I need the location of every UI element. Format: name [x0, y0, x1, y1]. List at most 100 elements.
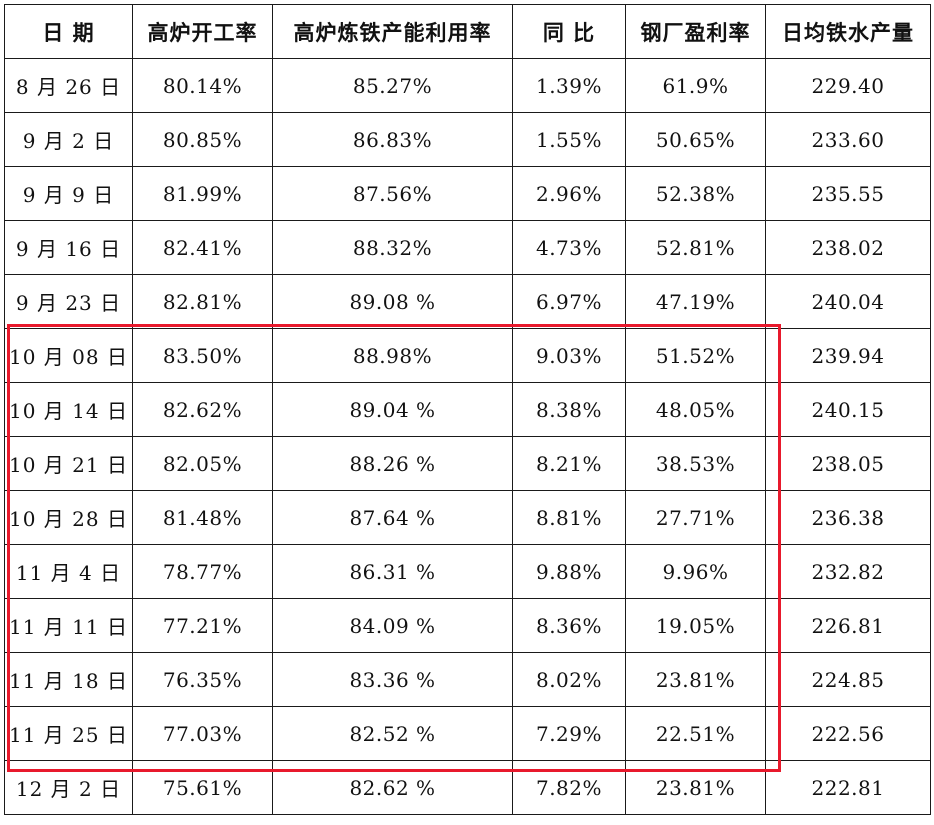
- capacity-utilization-cell: 85.27%: [272, 58, 513, 113]
- header-capacity-utilization: 高炉炼铁产能利用率: [272, 4, 513, 59]
- daily-hot-metal-cell: 238.02: [765, 220, 931, 275]
- bf-operating-rate-cell: 81.99%: [132, 166, 273, 221]
- table-row: 12 月 2 日 75.61% 82.62 % 7.82% 23.81% 222.81: [4, 760, 931, 815]
- steel-profit-rate-cell: 27.71%: [625, 490, 766, 545]
- header-date: 日 期: [4, 4, 133, 59]
- date-cell: 10 月 08 日: [4, 328, 133, 383]
- daily-hot-metal-cell: 222.56: [765, 706, 931, 761]
- steel-profit-rate-cell: 52.81%: [625, 220, 766, 275]
- bf-operating-rate-cell: 82.05%: [132, 436, 273, 491]
- date-cell: 11 月 11 日: [4, 598, 133, 653]
- steel-profit-rate-cell: 52.38%: [625, 166, 766, 221]
- date-cell: 9 月 23 日: [4, 274, 133, 329]
- capacity-utilization-cell: 82.52 %: [272, 706, 513, 761]
- steel-profit-rate-cell: 50.65%: [625, 112, 766, 167]
- daily-hot-metal-cell: 240.04: [765, 274, 931, 329]
- table-row: 10 月 14 日 82.62% 89.04 % 8.38% 48.05% 240.15: [4, 382, 931, 437]
- table-row: 10 月 28 日 81.48% 87.64 % 8.81% 27.71% 236.38: [4, 490, 931, 545]
- bf-operating-rate-cell: 76.35%: [132, 652, 273, 707]
- capacity-utilization-cell: 88.32%: [272, 220, 513, 275]
- capacity-utilization-cell: 82.62 %: [272, 760, 513, 815]
- date-cell: 10 月 14 日: [4, 382, 133, 437]
- table-header: 日 期 高炉开工率 高炉炼铁产能利用率 同 比 钢厂盈利率 日均铁水产量: [4, 4, 931, 59]
- table-body: 8 月 26 日 80.14% 85.27% 1.39% 61.9% 229.40 9 月 …: [4, 58, 931, 815]
- bf-operating-rate-cell: 77.21%: [132, 598, 273, 653]
- daily-hot-metal-cell: 232.82: [765, 544, 931, 599]
- header-row: 日 期 高炉开工率 高炉炼铁产能利用率 同 比 钢厂盈利率 日均铁水产量: [4, 4, 931, 59]
- table-row: 11 月 25 日 77.03% 82.52 % 7.29% 22.51% 222.56: [4, 706, 931, 761]
- yoy-cell: 9.03%: [512, 328, 626, 383]
- table-row: 8 月 26 日 80.14% 85.27% 1.39% 61.9% 229.40: [4, 58, 931, 113]
- table-row: 9 月 16 日 82.41% 88.32% 4.73% 52.81% 238.02: [4, 220, 931, 275]
- table-row: 11 月 18 日 76.35% 83.36 % 8.02% 23.81% 224.85: [4, 652, 931, 707]
- daily-hot-metal-cell: 222.81: [765, 760, 931, 815]
- date-cell: 12 月 2 日: [4, 760, 133, 815]
- table-row: 11 月 4 日 78.77% 86.31 % 9.88% 9.96% 232.82: [4, 544, 931, 599]
- yoy-cell: 8.02%: [512, 652, 626, 707]
- header-steel-profit-rate: 钢厂盈利率: [625, 4, 766, 59]
- steel-profit-rate-cell: 61.9%: [625, 58, 766, 113]
- table-row: 10 月 08 日 83.50% 88.98% 9.03% 51.52% 239.94: [4, 328, 931, 383]
- steel-profit-rate-cell: 48.05%: [625, 382, 766, 437]
- daily-hot-metal-cell: 233.60: [765, 112, 931, 167]
- date-cell: 8 月 26 日: [4, 58, 133, 113]
- yoy-cell: 1.55%: [512, 112, 626, 167]
- yoy-cell: 7.82%: [512, 760, 626, 815]
- yoy-cell: 1.39%: [512, 58, 626, 113]
- capacity-utilization-cell: 86.83%: [272, 112, 513, 167]
- header-bf-operating-rate: 高炉开工率: [132, 4, 273, 59]
- daily-hot-metal-cell: 229.40: [765, 58, 931, 113]
- table-row: 11 月 11 日 77.21% 84.09 % 8.36% 19.05% 226.81: [4, 598, 931, 653]
- yoy-cell: 8.21%: [512, 436, 626, 491]
- capacity-utilization-cell: 83.36 %: [272, 652, 513, 707]
- yoy-cell: 4.73%: [512, 220, 626, 275]
- header-daily-hot-metal: 日均铁水产量: [765, 4, 931, 59]
- capacity-utilization-cell: 86.31 %: [272, 544, 513, 599]
- daily-hot-metal-cell: 224.85: [765, 652, 931, 707]
- steel-profit-rate-cell: 19.05%: [625, 598, 766, 653]
- table-row: 10 月 21 日 82.05% 88.26 % 8.21% 38.53% 238.05: [4, 436, 931, 491]
- daily-hot-metal-cell: 236.38: [765, 490, 931, 545]
- capacity-utilization-cell: 88.26 %: [272, 436, 513, 491]
- bf-operating-rate-cell: 82.62%: [132, 382, 273, 437]
- capacity-utilization-cell: 87.56%: [272, 166, 513, 221]
- yoy-cell: 2.96%: [512, 166, 626, 221]
- table-row: 9 月 2 日 80.85% 86.83% 1.55% 50.65% 233.60: [4, 112, 931, 167]
- daily-hot-metal-cell: 240.15: [765, 382, 931, 437]
- yoy-cell: 9.88%: [512, 544, 626, 599]
- yoy-cell: 8.38%: [512, 382, 626, 437]
- steel-data-table: 日 期 高炉开工率 高炉炼铁产能利用率 同 比 钢厂盈利率 日均铁水产量 8 月…: [4, 4, 931, 815]
- yoy-cell: 7.29%: [512, 706, 626, 761]
- capacity-utilization-cell: 84.09 %: [272, 598, 513, 653]
- date-cell: 10 月 21 日: [4, 436, 133, 491]
- bf-operating-rate-cell: 80.85%: [132, 112, 273, 167]
- steel-profit-rate-cell: 9.96%: [625, 544, 766, 599]
- yoy-cell: 6.97%: [512, 274, 626, 329]
- bf-operating-rate-cell: 78.77%: [132, 544, 273, 599]
- yoy-cell: 8.81%: [512, 490, 626, 545]
- bf-operating-rate-cell: 77.03%: [132, 706, 273, 761]
- date-cell: 11 月 4 日: [4, 544, 133, 599]
- table-row: 9 月 23 日 82.81% 89.08 % 6.97% 47.19% 240.04: [4, 274, 931, 329]
- date-cell: 9 月 2 日: [4, 112, 133, 167]
- date-cell: 9 月 16 日: [4, 220, 133, 275]
- bf-operating-rate-cell: 83.50%: [132, 328, 273, 383]
- date-cell: 11 月 25 日: [4, 706, 133, 761]
- steel-profit-rate-cell: 23.81%: [625, 760, 766, 815]
- date-cell: 10 月 28 日: [4, 490, 133, 545]
- capacity-utilization-cell: 87.64 %: [272, 490, 513, 545]
- bf-operating-rate-cell: 81.48%: [132, 490, 273, 545]
- capacity-utilization-cell: 89.08 %: [272, 274, 513, 329]
- steel-profit-rate-cell: 51.52%: [625, 328, 766, 383]
- steel-profit-rate-cell: 22.51%: [625, 706, 766, 761]
- header-yoy: 同 比: [512, 4, 626, 59]
- steel-profit-rate-cell: 38.53%: [625, 436, 766, 491]
- date-cell: 11 月 18 日: [4, 652, 133, 707]
- daily-hot-metal-cell: 235.55: [765, 166, 931, 221]
- bf-operating-rate-cell: 75.61%: [132, 760, 273, 815]
- daily-hot-metal-cell: 239.94: [765, 328, 931, 383]
- bf-operating-rate-cell: 82.81%: [132, 274, 273, 329]
- date-cell: 9 月 9 日: [4, 166, 133, 221]
- bf-operating-rate-cell: 80.14%: [132, 58, 273, 113]
- steel-profit-rate-cell: 23.81%: [625, 652, 766, 707]
